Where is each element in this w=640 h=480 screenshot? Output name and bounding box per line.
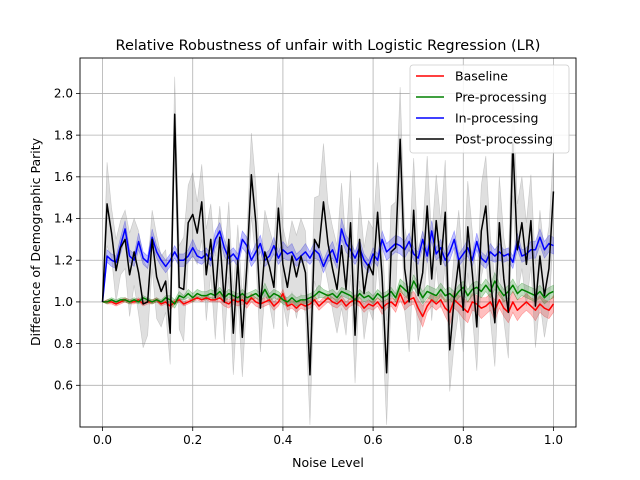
legend-label: Baseline [455,69,508,84]
x-tick-label: 0.2 [183,433,202,447]
x-tick-label: 0.6 [364,433,383,447]
x-axis: 0.0 0.2 0.4 0.6 0.8 1.0 [93,427,563,447]
x-axis-label: Noise Level [292,455,364,470]
legend: Baseline Pre-processing In-processing Post-… [409,64,570,154]
y-tick-label: 0.6 [54,379,73,393]
legend-box [409,64,570,154]
y-tick-label: 1.2 [54,253,73,267]
y-tick-label: 1.4 [54,212,73,226]
y-tick-label: 1.6 [54,170,73,184]
y-tick-label: 0.8 [54,337,73,351]
legend-label: Pre-processing [455,90,547,105]
y-axis-label: Difference of Demographic Parity [28,137,43,346]
legend-label: In-processing [455,111,538,126]
plot-frame [79,57,577,428]
series-lines [101,113,555,376]
legend-label: Post-processing [455,132,553,147]
chart-title: Relative Robustness of unfair with Logis… [116,38,541,54]
x-tick-label: 0.0 [93,433,112,447]
y-axis: 0.6 0.8 1.0 1.2 1.4 1.6 1.8 2.0 [54,87,80,393]
y-tick-label: 2.0 [54,87,73,101]
x-tick-label: 1.0 [544,433,563,447]
y-tick-label: 1.0 [54,295,73,309]
x-tick-label: 0.8 [454,433,473,447]
y-tick-label: 1.8 [54,128,73,142]
x-tick-label: 0.4 [273,433,292,447]
line-post-processing [101,113,555,376]
